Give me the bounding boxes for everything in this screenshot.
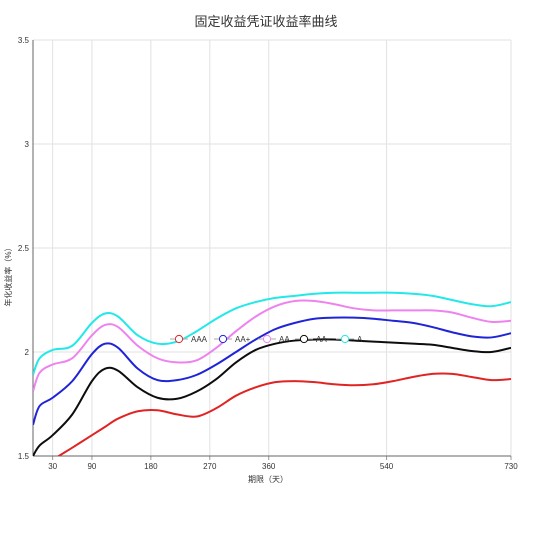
series-lines	[33, 291, 511, 456]
y-tick-label: 2.5	[18, 244, 30, 253]
legend-label: AAA	[191, 335, 208, 344]
y-tick-label: 3	[25, 140, 30, 149]
legend-marker	[174, 334, 184, 344]
legend-marker	[299, 334, 309, 344]
legend-item-AA-[interactable]: AA-	[295, 334, 330, 344]
legend-marker	[340, 334, 350, 344]
series-line-A	[33, 291, 511, 376]
x-tick-label: 540	[380, 462, 394, 471]
legend-item-AAA[interactable]: AAA	[170, 334, 208, 344]
legend-item-A[interactable]: A	[336, 334, 363, 344]
x-tick-label: 730	[504, 462, 518, 471]
x-tick-label: 30	[48, 462, 57, 471]
legend-item-AA+[interactable]: AA+	[214, 334, 251, 344]
y-tick-label: 1.5	[18, 452, 30, 461]
legend-label: AA-	[316, 335, 330, 344]
legend-item-AA[interactable]: AA	[258, 334, 290, 344]
legend-label: AA+	[235, 335, 251, 344]
legend-label: AA	[279, 335, 290, 344]
series-line-AA	[33, 299, 511, 392]
x-tick-label: 90	[87, 462, 96, 471]
series-line-AA-	[33, 338, 511, 456]
legend-marker	[262, 334, 272, 344]
x-tick-label: 360	[262, 462, 276, 471]
series-line-AAA	[56, 372, 511, 456]
grid	[33, 39, 512, 457]
legend-marker	[218, 334, 228, 344]
chart-title: 固定收益凭证收益率曲线	[194, 14, 337, 29]
y-tick-label: 2	[25, 348, 30, 357]
series-line-AA+	[33, 316, 511, 426]
axes: 1.5 2 2.5 3 3.5 30 90 180 270 360 540 730	[18, 36, 518, 471]
x-tick-label: 270	[203, 462, 217, 471]
x-axis-title: 期限（天）	[248, 475, 288, 484]
y-tick-label: 3.5	[18, 36, 30, 45]
y-axis-title: 年化收益率（%）	[3, 243, 13, 306]
legend-label: A	[357, 335, 363, 344]
x-tick-label: 180	[144, 462, 158, 471]
legend[interactable]: AAA AA+ AA AA- A	[170, 334, 363, 344]
